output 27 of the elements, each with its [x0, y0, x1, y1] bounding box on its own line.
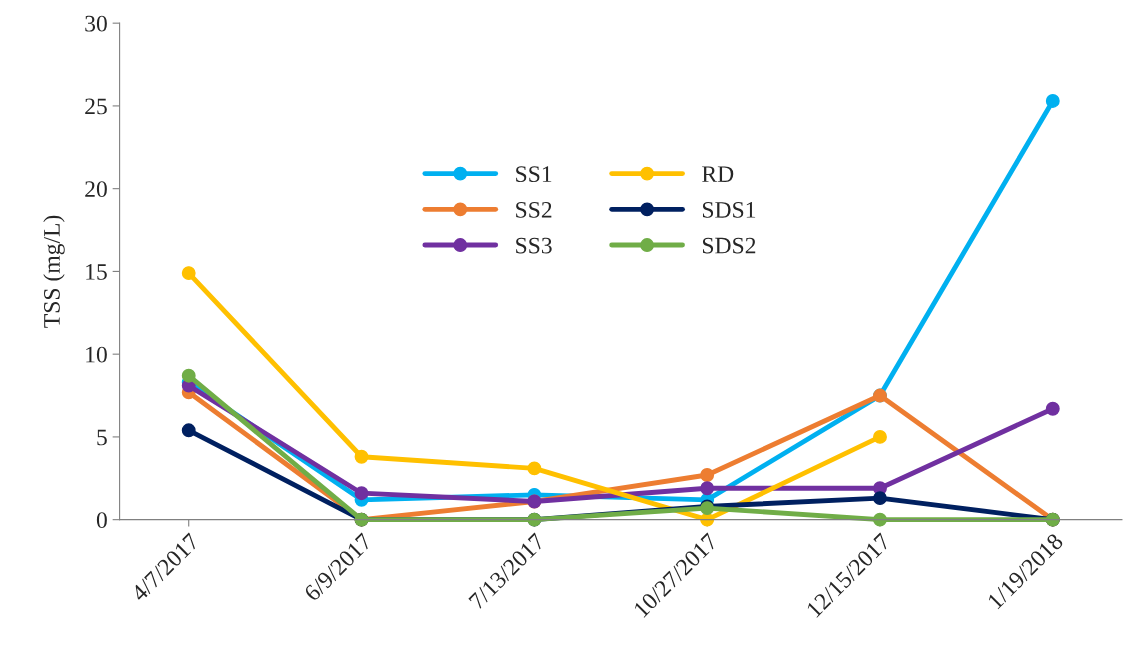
- y-tick-label: 10: [86, 346, 107, 363]
- point: [873, 491, 887, 506]
- y-axis-title: TSS (mg/L): [43, 215, 65, 328]
- point: [181, 368, 196, 383]
- legend-label: SDS2: [702, 237, 756, 254]
- y-tick-label: 25: [85, 98, 107, 115]
- legend-label: SDS1: [702, 201, 756, 218]
- point: [354, 486, 369, 501]
- point: [700, 481, 715, 496]
- point: [873, 429, 887, 444]
- legend-label: RD: [702, 166, 734, 182]
- legend-label: SS2: [516, 201, 552, 218]
- point: [700, 468, 715, 482]
- point: [873, 512, 887, 527]
- point: [181, 266, 196, 281]
- legend-label: SS3: [516, 237, 552, 254]
- point: [527, 461, 542, 476]
- y-tick-label: 20: [85, 181, 107, 198]
- point: [1045, 94, 1060, 108]
- y-tick-label: 0: [96, 512, 107, 529]
- y-tick-label: 30: [85, 15, 107, 32]
- point: [181, 423, 196, 438]
- point: [1045, 401, 1060, 416]
- y-tick-label: 15: [86, 264, 107, 280]
- legend-label: SS1: [516, 166, 552, 183]
- point: [354, 449, 369, 464]
- y-tick-label: 5: [97, 429, 107, 446]
